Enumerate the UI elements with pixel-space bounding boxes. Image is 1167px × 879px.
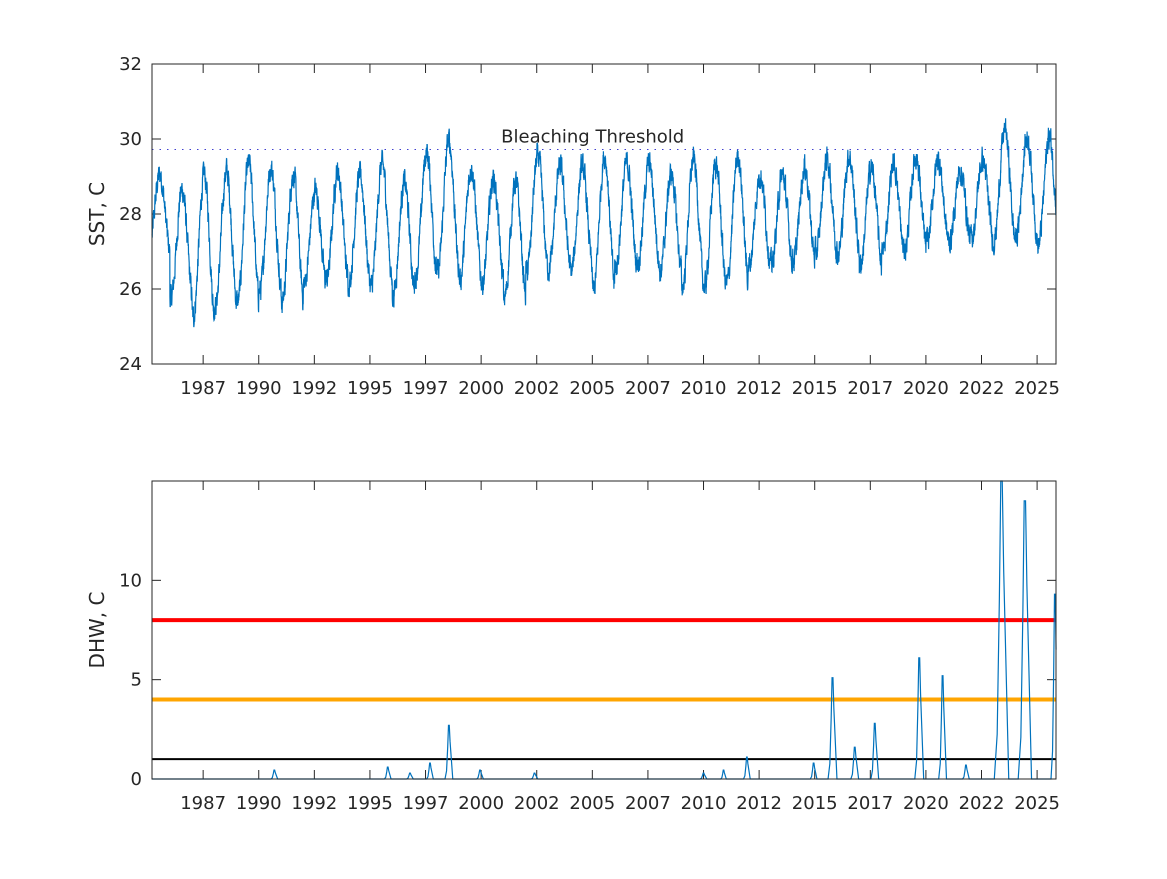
x-tick-label: 2022: [959, 793, 1005, 814]
x-tick-label: 1992: [291, 793, 337, 814]
x-tick-label: 2025: [1014, 793, 1060, 814]
x-tick-label: 2020: [903, 378, 949, 399]
plot-area: [152, 481, 1056, 779]
y-tick-label: 30: [119, 129, 142, 150]
y-axis-label: SST, C: [85, 182, 109, 246]
bleaching-threshold-label: Bleaching Threshold: [501, 127, 684, 148]
x-tick-label: 1995: [347, 793, 393, 814]
x-tick-label: 2002: [514, 793, 560, 814]
x-tick-label: 2000: [458, 378, 504, 399]
sst-axes: 1987 1990 1992 1995 1997 2000 2002 2005 2007 2010…: [85, 54, 1060, 399]
x-tick-label: 2025: [1014, 378, 1060, 399]
dhw-series-line: [152, 480, 1057, 780]
x-tick-label: 2007: [625, 378, 671, 399]
y-tick-label: 28: [119, 204, 142, 225]
axes-box: [151, 63, 1057, 365]
x-tick-label: 1997: [403, 793, 449, 814]
dhw-axes: 1987 1990 1992 1995 1997 2000 2002 2005 2007 2010…: [85, 480, 1060, 814]
y-tick-label: 0: [131, 769, 142, 790]
x-tick-label: 1987: [180, 378, 226, 399]
x-tick-label: 1987: [180, 793, 226, 814]
x-tick-label: 1990: [236, 378, 282, 399]
x-tick-label: 1995: [347, 378, 393, 399]
x-tick-label: 2000: [458, 793, 504, 814]
x-tick-label: 1997: [403, 378, 449, 399]
plot-area: [152, 64, 1056, 364]
y-tick-label: 10: [119, 570, 142, 591]
x-tick-label: 2012: [736, 378, 782, 399]
x-tick-label: 2015: [792, 378, 838, 399]
y-axis-label: DHW, C: [85, 592, 109, 669]
x-tick-label: 2007: [625, 793, 671, 814]
x-tick-label: 2005: [569, 793, 615, 814]
x-tick-label: 2020: [903, 793, 949, 814]
y-tick-label: 26: [119, 279, 142, 300]
x-tick-label: 2010: [681, 793, 727, 814]
x-tick-label: 1990: [236, 793, 282, 814]
y-tick-label: 32: [119, 54, 142, 75]
x-tick-label: 2010: [681, 378, 727, 399]
x-tick-label: 2015: [792, 793, 838, 814]
y-tick-label: 24: [119, 354, 142, 375]
sst-series-line: [151, 118, 1057, 328]
x-tick-label: 1992: [291, 378, 337, 399]
x-tick-label: 2022: [959, 378, 1005, 399]
axes-box: [151, 480, 1057, 780]
x-tick-label: 2005: [569, 378, 615, 399]
y-tick-label: 5: [131, 670, 142, 691]
x-tick-label: 2017: [847, 378, 893, 399]
x-tick-label: 2012: [736, 793, 782, 814]
x-tick-label: 2002: [514, 378, 560, 399]
x-tick-label: 2017: [847, 793, 893, 814]
